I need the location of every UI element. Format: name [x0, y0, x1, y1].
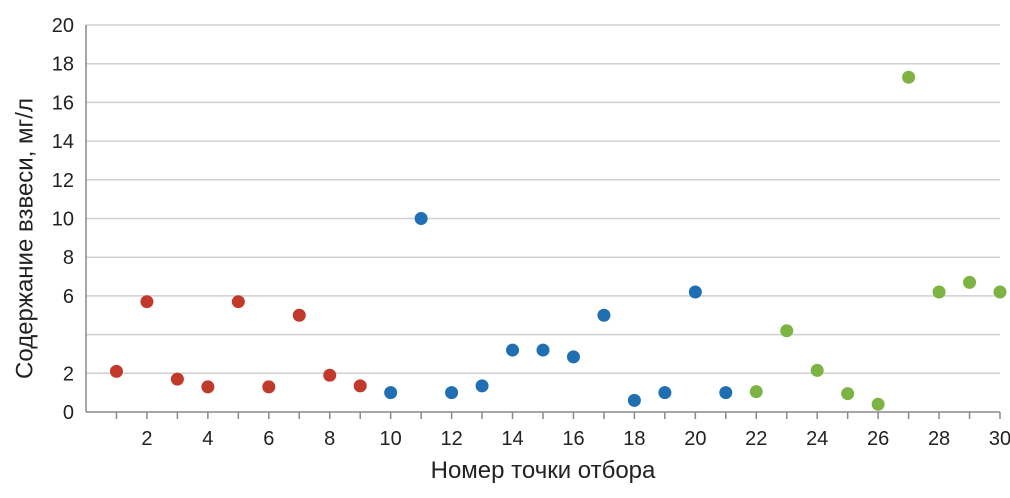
data-point-series-2: [414, 212, 428, 225]
y-tick-label: 0: [63, 402, 74, 424]
x-tick-label: 10: [380, 428, 402, 450]
y-tick-label: 14: [52, 131, 74, 153]
data-point-series-3: [780, 324, 794, 338]
data-point-series-2: [719, 386, 733, 400]
x-tick-labels: 2 4 6 8 10 12 14 16 18 20 22 24 26 28 30: [141, 428, 1010, 450]
x-tick-label: 16: [562, 428, 584, 450]
data-point-series-1: [353, 379, 367, 393]
x-tick-label: 24: [806, 428, 828, 450]
x-tick-label: 22: [745, 428, 767, 450]
data-point-series-2: [536, 343, 550, 357]
grid-lines: [86, 24, 1000, 375]
y-tick-labels: 0 2 6 8 10 12 14 16 18 20: [52, 15, 74, 424]
y-tick-label: 2: [63, 363, 74, 385]
x-tick-label: 8: [324, 428, 335, 450]
y-axis-title: Содержание взвеси, мг/л: [11, 98, 38, 379]
data-point-series-1: [170, 372, 184, 386]
data-point-series-1: [201, 380, 215, 394]
data-point-series-3: [749, 385, 763, 399]
y-tick-label: 16: [52, 92, 74, 114]
data-point-series-1: [140, 295, 154, 309]
y-tick-label: 10: [52, 209, 74, 231]
y-tick-label: 18: [52, 54, 74, 76]
x-tick-label: 20: [684, 428, 706, 450]
x-tick-label: 4: [202, 428, 213, 450]
x-tick-label: 12: [440, 428, 462, 450]
data-point-series-1: [262, 380, 276, 394]
data-point-series-3: [841, 387, 855, 401]
data-point-series-3: [932, 285, 946, 299]
data-point-series-3: [993, 285, 1007, 299]
x-tick-label: 18: [623, 428, 645, 450]
data-point-series-1: [231, 295, 245, 309]
data-point-series-2: [597, 308, 611, 322]
x-tick-label: 2: [141, 428, 152, 450]
y-tick-label: 8: [63, 247, 74, 269]
data-point-series-2: [688, 285, 702, 299]
data-point-series-1: [323, 368, 337, 382]
y-tick-label: 20: [52, 15, 74, 37]
y-tick-label: 6: [63, 286, 74, 308]
data-point-series-1: [109, 364, 123, 378]
data-point-series-3: [810, 363, 824, 377]
data-point-series-3: [902, 70, 916, 84]
data-points: [109, 70, 1007, 411]
data-point-series-2: [658, 386, 672, 400]
data-point-series-2: [445, 386, 459, 400]
x-tick-label: 14: [501, 428, 523, 450]
x-tick-label: 28: [928, 428, 950, 450]
x-tick-label: 6: [263, 428, 274, 450]
data-point-series-1: [292, 308, 306, 322]
x-tick-label: 26: [867, 428, 889, 450]
x-axis-title: Номер точки отбора: [431, 457, 656, 484]
data-point-series-2: [506, 343, 520, 357]
data-point-series-2: [384, 386, 398, 400]
data-point-series-3: [871, 397, 885, 411]
y-tick-label: 12: [52, 170, 74, 192]
data-point-series-3: [963, 275, 977, 289]
x-tick-label: 30: [989, 428, 1010, 450]
data-point-series-2: [475, 379, 489, 393]
axes: [85, 25, 1001, 419]
data-point-series-2: [627, 393, 641, 407]
data-point-series-2: [566, 350, 580, 364]
